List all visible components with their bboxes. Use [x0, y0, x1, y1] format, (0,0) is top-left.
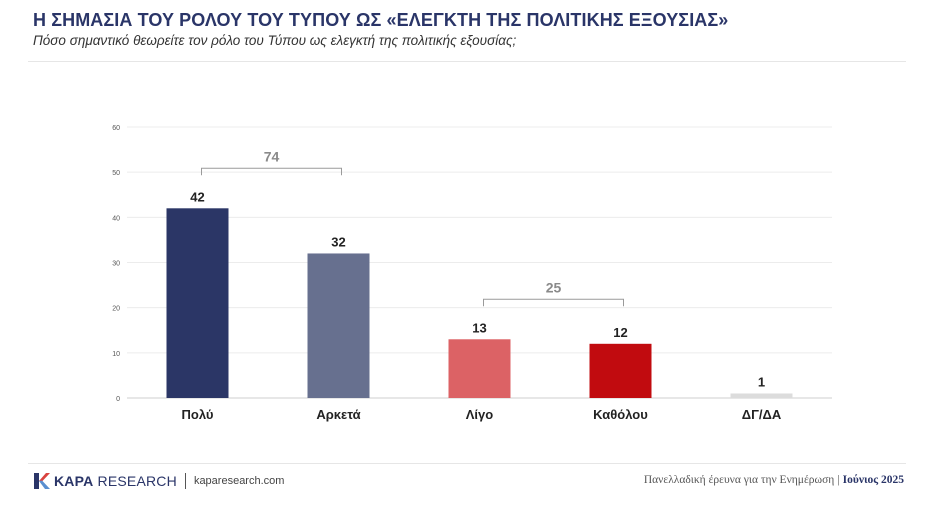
- header-divider: [28, 61, 906, 62]
- page-subtitle: Πόσο σημαντικό θεωρείτε τον ρόλο του Τύπ…: [33, 33, 517, 48]
- x-tick-label: Καθόλου: [593, 407, 648, 422]
- data-label: 13: [472, 320, 486, 335]
- x-tick-label: ΔΓ/ΔΑ: [742, 407, 782, 422]
- website-link[interactable]: kaparesearch.com: [193, 475, 285, 487]
- group-total-label: 74: [264, 148, 280, 164]
- footer-brand: KAPA RESEARCH kaparesearch.com: [32, 471, 284, 491]
- data-label: 12: [613, 325, 627, 340]
- survey-name: Πανελλαδική έρευνα για την Ενημέρωση: [643, 474, 835, 486]
- data-label: 32: [331, 234, 345, 249]
- data-label: 42: [190, 189, 204, 204]
- bar-1: [166, 208, 229, 398]
- y-tick-label: 20: [112, 306, 120, 313]
- group-bracket: [201, 167, 342, 176]
- bar-2: [307, 253, 370, 398]
- group-total-label: 25: [546, 279, 562, 295]
- y-tick-label: 40: [112, 215, 120, 222]
- brand-separator: [184, 473, 186, 489]
- page-title: Η ΣΗΜΑΣΙΑ ΤΟΥ ΡΟΛΟΥ ΤΟΥ ΤΥΠΟΥ ΩΣ «ΕΛΕΓΚΤ…: [33, 10, 729, 30]
- data-label: 1: [758, 374, 765, 389]
- y-tick-label: 10: [112, 351, 120, 358]
- bar-3: [448, 339, 511, 398]
- bar-5: [730, 393, 793, 398]
- y-tick-label: 30: [112, 261, 120, 268]
- y-tick-label: 0: [116, 396, 120, 403]
- x-tick-label: Λίγο: [466, 407, 494, 422]
- survey-date: Ιούνιος 2025: [842, 474, 904, 486]
- x-tick-label: Αρκετά: [316, 407, 360, 422]
- survey-info: Πανελλαδική έρευνα για την Ενημέρωση | Ιού…: [643, 474, 904, 486]
- bar-4: [589, 343, 652, 398]
- brand-name: KAPA RESEARCH: [54, 473, 177, 489]
- kapa-logo-icon: [34, 473, 50, 489]
- footer-divider: [28, 463, 906, 464]
- y-tick-label: 60: [112, 125, 120, 132]
- y-tick-label: 50: [112, 170, 120, 177]
- x-tick-label: Πολύ: [182, 407, 214, 422]
- group-bracket: [483, 298, 624, 307]
